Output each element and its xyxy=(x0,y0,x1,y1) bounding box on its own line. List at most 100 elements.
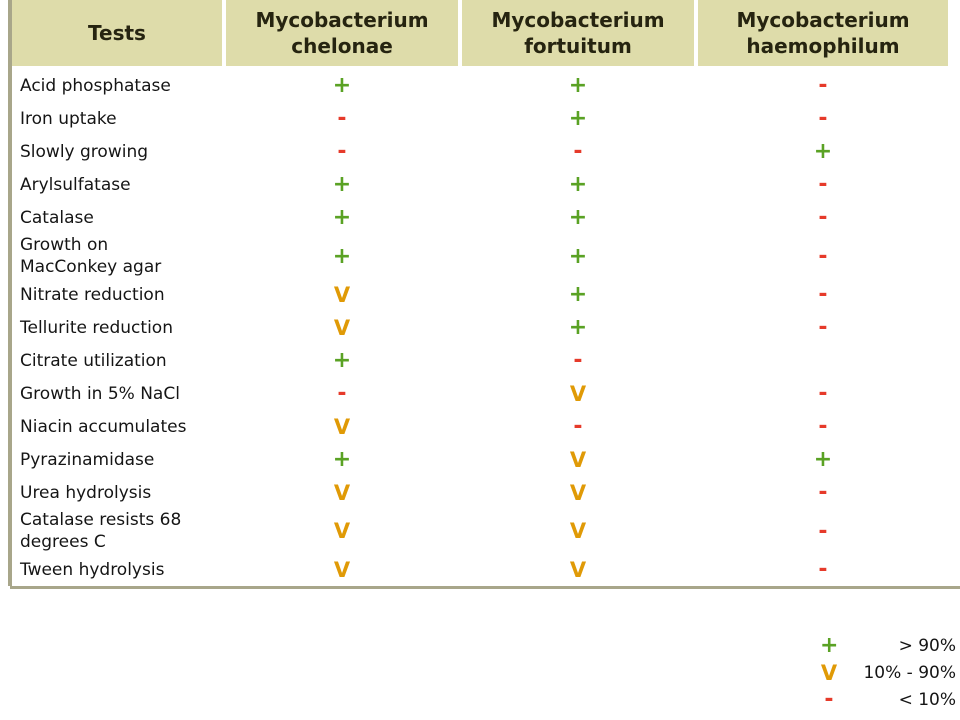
identification-table: Tests Mycobacterium chelonae Mycobacteri… xyxy=(8,0,960,589)
plus-icon: + xyxy=(568,205,588,230)
result-cell: V xyxy=(224,410,460,443)
minus-icon: - xyxy=(818,243,828,269)
table-body: Acid phosphatase + + - Iron uptake - + - Slowly … xyxy=(8,67,960,589)
result-cell: - xyxy=(224,102,460,135)
minus-icon: - xyxy=(573,348,583,373)
minus-icon: - xyxy=(818,73,828,98)
variable-icon: V xyxy=(569,447,587,472)
test-name: Catalase resists 68 degrees C xyxy=(8,509,224,553)
result-cell: + xyxy=(460,278,696,311)
result-cell: + xyxy=(224,67,460,102)
minus-icon: - xyxy=(573,139,583,164)
table-edge xyxy=(950,135,960,168)
result-cell: + xyxy=(460,234,696,278)
minus-icon: - xyxy=(337,381,347,406)
result-cell: + xyxy=(460,102,696,135)
result-cell: - xyxy=(224,135,460,168)
minus-icon: - xyxy=(818,172,828,197)
variable-icon: V xyxy=(569,381,587,406)
result-cell: V xyxy=(460,509,696,553)
minus-icon: - xyxy=(337,106,347,131)
border-cell xyxy=(224,586,460,589)
table-row: Tellurite reduction V + - xyxy=(8,311,960,344)
legend-label: 10% - 90% xyxy=(863,662,956,683)
result-cell: + xyxy=(224,168,460,201)
legend-label: < 10% xyxy=(898,689,956,710)
test-name: Growth on MacConkey agar xyxy=(8,234,224,278)
border-cell xyxy=(950,586,960,589)
plus-icon: + xyxy=(332,172,352,197)
plus-icon: + xyxy=(568,106,588,131)
legend-label: > 90% xyxy=(898,635,956,656)
test-name: Niacin accumulates xyxy=(8,410,224,443)
minus-icon: - xyxy=(573,414,583,439)
result-cell: + xyxy=(224,234,460,278)
result-cell: V xyxy=(224,476,460,509)
table-row: Growth on MacConkey agar + + - xyxy=(8,234,960,278)
test-name: Iron uptake xyxy=(8,102,224,135)
result-cell: - xyxy=(696,377,950,410)
variable-icon: V xyxy=(820,660,838,685)
table-edge xyxy=(950,553,960,586)
result-cell: - xyxy=(696,410,950,443)
header-endcap xyxy=(950,0,960,68)
plus-icon: + xyxy=(568,172,588,197)
result-cell: + xyxy=(224,344,460,377)
plus-icon: + xyxy=(332,447,352,472)
result-cell: - xyxy=(696,509,950,553)
result-cell: - xyxy=(460,410,696,443)
table-row: Citrate utilization + - xyxy=(8,344,960,377)
test-name: Tellurite reduction xyxy=(8,311,224,344)
plus-icon: + xyxy=(332,205,352,230)
test-name: Slowly growing xyxy=(8,135,224,168)
border-cell xyxy=(460,586,696,589)
minus-icon: - xyxy=(818,315,828,340)
table-edge xyxy=(950,410,960,443)
plus-icon: + xyxy=(813,139,833,164)
plus-icon: + xyxy=(568,282,588,307)
table-row: Catalase + + - xyxy=(8,201,960,234)
table-row: Urea hydrolysis V V - xyxy=(8,476,960,509)
legend-item: V 10% - 90% xyxy=(820,659,958,686)
variable-icon: V xyxy=(333,315,351,340)
test-name: Growth in 5% NaCl xyxy=(8,377,224,410)
table-edge xyxy=(950,67,960,102)
result-cell: V xyxy=(460,377,696,410)
table-row: Slowly growing - - + xyxy=(8,135,960,168)
legend-item: + > 90% xyxy=(820,632,958,659)
table-row: Niacin accumulates V - - xyxy=(8,410,960,443)
result-cell: - xyxy=(696,311,950,344)
table-row: Arylsulfatase + + - xyxy=(8,168,960,201)
result-cell: - xyxy=(696,278,950,311)
test-name: Nitrate reduction xyxy=(8,278,224,311)
result-cell: - xyxy=(460,344,696,377)
plus-icon: + xyxy=(332,348,352,373)
test-name: Urea hydrolysis xyxy=(8,476,224,509)
legend: + > 90% V 10% - 90% - < 10% xyxy=(820,632,958,713)
test-name: Citrate utilization xyxy=(8,344,224,377)
header-haemophilum: Mycobacterium haemophilum xyxy=(696,0,952,69)
test-name: Catalase xyxy=(8,201,224,234)
header-fortuitum: Mycobacterium fortuitum xyxy=(460,0,698,69)
variable-icon: V xyxy=(569,519,587,543)
plus-icon: + xyxy=(568,73,588,98)
minus-icon: - xyxy=(818,282,828,307)
minus-icon: - xyxy=(818,205,828,230)
table-edge xyxy=(950,509,960,553)
legend-item: - < 10% xyxy=(820,686,958,713)
result-cell: V xyxy=(224,509,460,553)
result-cell: - xyxy=(696,67,950,102)
table-row: Growth in 5% NaCl - V - xyxy=(8,377,960,410)
variable-icon: V xyxy=(333,557,351,582)
table-edge xyxy=(950,476,960,509)
table-row: Pyrazinamidase + V + xyxy=(8,443,960,476)
minus-icon: - xyxy=(818,106,828,131)
result-cell: - xyxy=(696,168,950,201)
table-edge xyxy=(950,201,960,234)
table-bottom-border xyxy=(10,586,960,589)
result-cell: V xyxy=(460,476,696,509)
minus-icon: - xyxy=(818,480,828,505)
variable-icon: V xyxy=(333,414,351,439)
result-cell: - xyxy=(460,135,696,168)
minus-icon: - xyxy=(337,139,347,164)
